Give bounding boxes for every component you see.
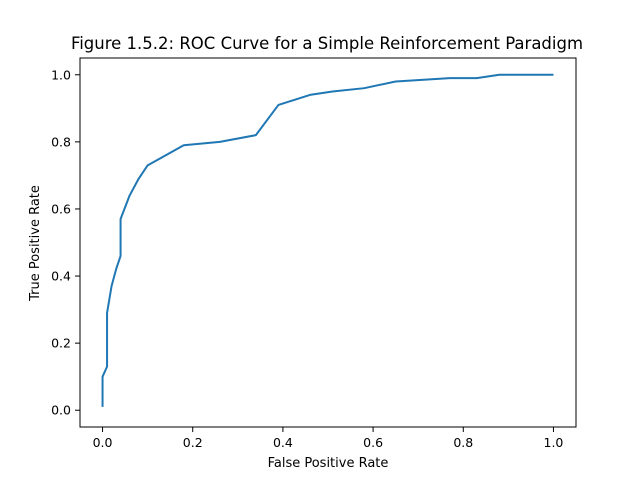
chart-title: Figure 1.5.2: ROC Curve for a Simple Rei… (71, 34, 583, 53)
x-tick-label: 0.8 (453, 435, 473, 450)
x-axis-label: False Positive Rate (268, 456, 389, 471)
x-tick-label: 0.4 (273, 435, 293, 450)
x-axis-ticks: 0.0 0.2 0.4 0.6 0.8 1.0 (93, 427, 564, 450)
y-axis-label: True Positive Rate (28, 185, 43, 302)
y-tick-label: 1.0 (51, 67, 71, 82)
y-tick-label: 0.0 (51, 403, 71, 418)
roc-curve-line-0 (101, 73, 554, 407)
y-tick-label: 0.2 (51, 336, 71, 351)
x-tick-label: 1.0 (544, 435, 564, 450)
plot-area-frame (79, 57, 577, 428)
x-tick-label: 0.6 (363, 435, 383, 450)
y-axis-ticks: 0.0 0.2 0.4 0.6 0.8 1.0 (51, 67, 80, 418)
y-tick-label: 0.8 (51, 134, 71, 149)
x-tick-label: 0.0 (93, 435, 113, 450)
series-group (101, 73, 554, 407)
x-tick-label: 0.2 (183, 435, 203, 450)
y-tick-label: 0.4 (51, 269, 71, 284)
y-tick-label: 0.6 (51, 201, 71, 216)
